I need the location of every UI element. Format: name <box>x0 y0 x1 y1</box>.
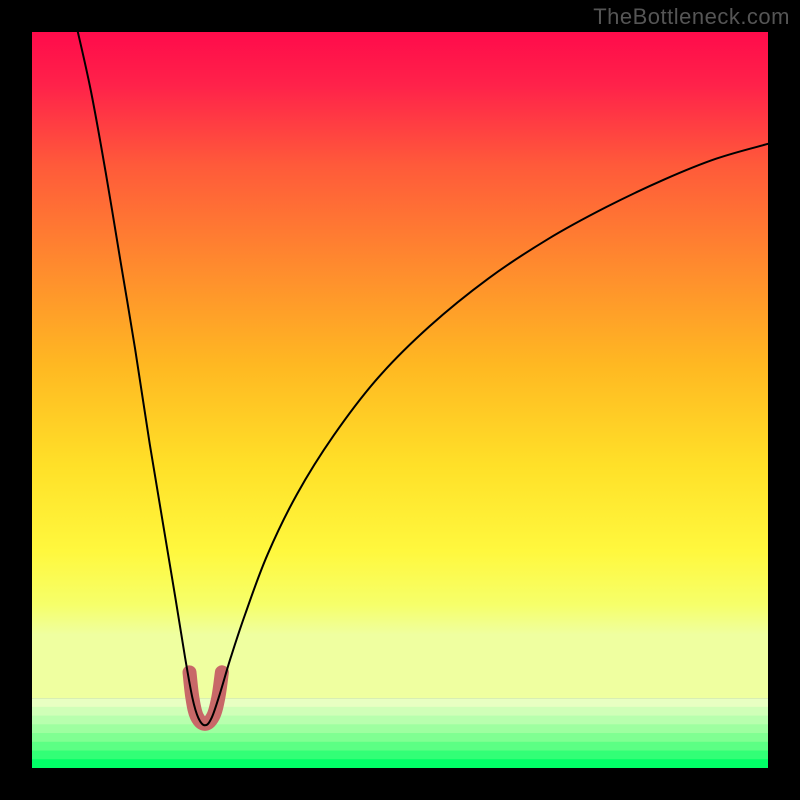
ground-band <box>32 698 768 769</box>
bottleneck-chart <box>0 0 800 800</box>
watermark-label: TheBottleneck.com <box>593 4 790 30</box>
chart-container: { "watermark": { "text": "TheBottleneck.… <box>0 0 800 800</box>
gradient-background <box>32 32 768 698</box>
